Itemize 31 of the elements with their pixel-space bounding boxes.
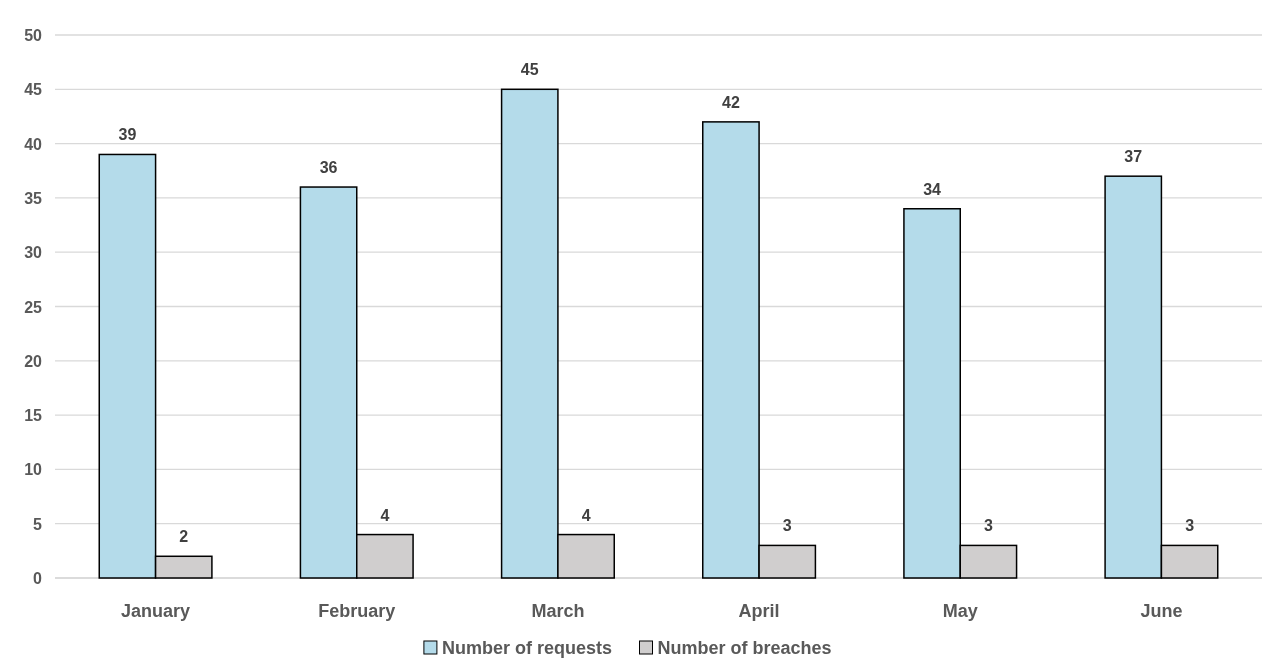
x-tick-label: January — [121, 601, 191, 621]
data-label: 4 — [380, 506, 390, 524]
legend-label: Number of breaches — [657, 638, 832, 658]
y-tick-label: 45 — [24, 81, 43, 99]
y-tick-label: 15 — [24, 407, 43, 425]
data-label: 45 — [520, 61, 539, 79]
y-tick-label: 30 — [24, 244, 43, 262]
y-tick-label: 20 — [24, 352, 43, 370]
x-tick-label: April — [738, 601, 780, 621]
data-label: 4 — [581, 506, 591, 524]
y-tick-label: 50 — [24, 27, 43, 44]
y-tick-label: 0 — [33, 570, 43, 587]
x-tick-label: February — [318, 601, 396, 621]
legend-label: Number of requests — [441, 638, 612, 658]
data-label: 3 — [1185, 517, 1195, 535]
data-label: 3 — [782, 517, 792, 535]
data-label: 36 — [319, 159, 338, 177]
data-label: 34 — [923, 180, 942, 198]
y-tick-label: 25 — [24, 298, 43, 316]
data-label: 39 — [118, 126, 137, 144]
data-label: 2 — [179, 528, 189, 546]
x-tick-label: May — [942, 601, 978, 621]
x-tick-label: March — [531, 601, 585, 621]
data-label: 37 — [1124, 148, 1143, 166]
y-tick-label: 35 — [24, 189, 43, 207]
y-tick-label: 5 — [33, 515, 43, 533]
y-tick-label: 40 — [24, 135, 43, 153]
data-label: 42 — [722, 93, 740, 111]
data-label: 3 — [983, 517, 993, 535]
y-tick-label: 10 — [24, 461, 43, 479]
x-tick-label: June — [1140, 601, 1183, 621]
